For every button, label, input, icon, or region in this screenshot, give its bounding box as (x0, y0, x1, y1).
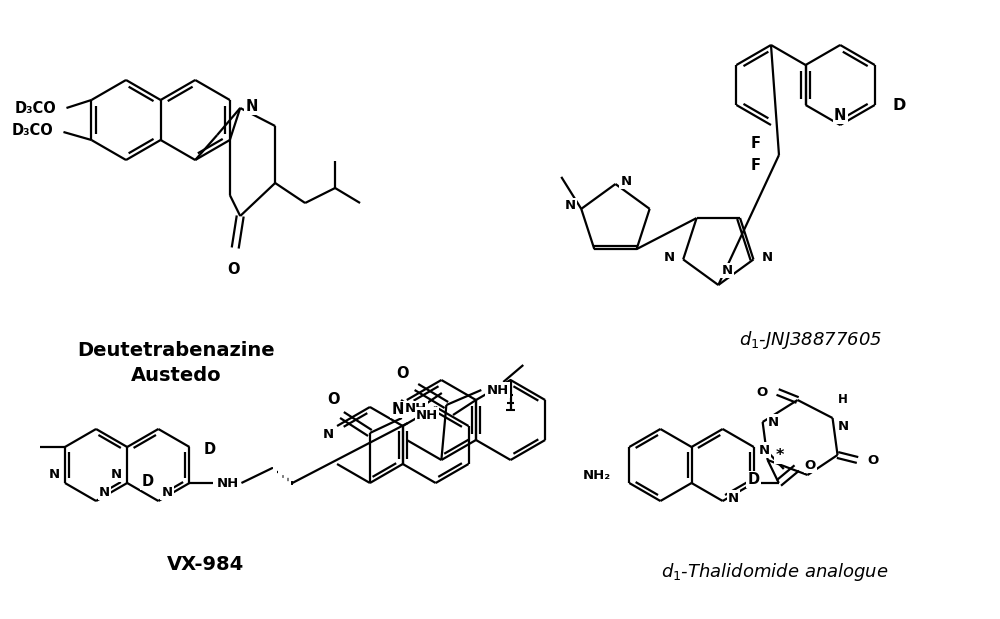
Text: N: N (99, 486, 110, 499)
Text: D: D (748, 472, 760, 487)
Text: N: N (768, 415, 779, 428)
Text: N: N (664, 251, 675, 264)
Text: F: F (751, 157, 761, 173)
Text: N: N (323, 428, 334, 441)
Text: D₃CO: D₃CO (12, 123, 53, 137)
Text: N: N (620, 175, 632, 188)
Text: O: O (756, 386, 768, 399)
Text: N: N (759, 443, 770, 456)
Text: N: N (111, 468, 122, 481)
Text: N: N (161, 486, 172, 499)
Text: N: N (834, 108, 846, 123)
Text: D: D (141, 474, 153, 488)
Text: VX-984: VX-984 (167, 555, 245, 574)
Text: NH: NH (486, 384, 509, 397)
Text: N: N (728, 491, 739, 504)
Text: O: O (396, 366, 408, 381)
Text: O: O (805, 459, 816, 472)
Text: $d_1$-JNJ38877605: $d_1$-JNJ38877605 (739, 329, 882, 351)
Text: N: N (391, 402, 404, 417)
Text: N: N (838, 420, 849, 433)
Text: $d_1$-Thalidomide analogue: $d_1$-Thalidomide analogue (661, 561, 889, 583)
Text: NH: NH (216, 477, 239, 490)
Text: N: N (565, 199, 576, 212)
Text: F: F (751, 136, 761, 150)
Text: O: O (328, 392, 340, 407)
Text: *: * (776, 448, 784, 462)
Text: O: O (868, 454, 879, 467)
Text: D: D (893, 98, 906, 113)
Text: H: H (838, 393, 847, 406)
Text: O: O (227, 262, 239, 277)
Text: N: N (721, 264, 732, 277)
Text: N: N (49, 468, 60, 481)
Text: NH: NH (416, 409, 438, 422)
Text: NH₂: NH₂ (583, 469, 611, 482)
Text: D: D (203, 441, 216, 456)
Text: Austedo: Austedo (131, 365, 221, 384)
Text: N: N (761, 251, 773, 264)
Text: NH: NH (405, 402, 427, 415)
Text: N: N (245, 98, 258, 113)
Text: Deutetrabenazine: Deutetrabenazine (77, 340, 275, 360)
Text: D₃CO: D₃CO (15, 100, 56, 116)
